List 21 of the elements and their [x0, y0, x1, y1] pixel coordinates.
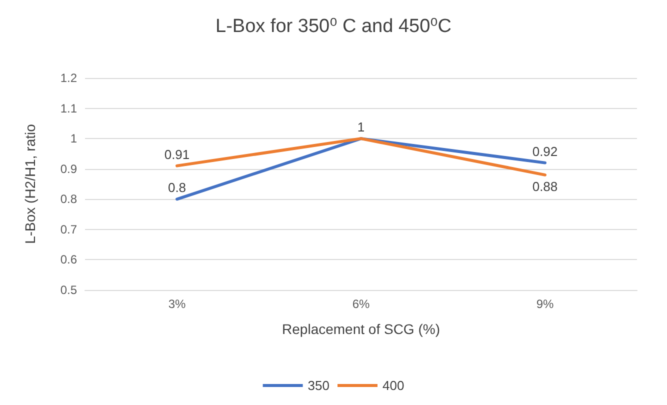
y-tick-label: 1: [70, 132, 78, 146]
data-label: 0.88: [532, 178, 558, 194]
y-tick-label: 0.9: [60, 162, 78, 176]
y-tick-label: 1.2: [60, 71, 78, 85]
data-label: 1: [357, 120, 365, 135]
y-tick-label: 0.6: [60, 252, 78, 267]
y-tick-label: 1.1: [60, 101, 78, 116]
chart-title: L-Box for 350⁰ C and 450⁰C: [216, 16, 452, 37]
y-tick-label: 0.5: [60, 283, 78, 297]
data-label: 0.92: [532, 144, 558, 159]
data-label: 0.91: [164, 146, 190, 162]
x-axis-title: Replacement of SCG (%): [282, 321, 440, 337]
x-tick-label: 9%: [536, 297, 554, 311]
legend-label: 400: [382, 378, 404, 393]
x-tick-label: 3%: [168, 297, 186, 311]
y-axis-title: L-Box (H2/H1, ratio: [22, 124, 38, 244]
legend-label: 350: [308, 378, 330, 393]
data-label: 0.8: [168, 180, 186, 196]
y-tick-label: 0.7: [60, 222, 78, 236]
x-tick-label: 6%: [352, 297, 370, 311]
y-tick-label: 0.8: [60, 192, 78, 206]
